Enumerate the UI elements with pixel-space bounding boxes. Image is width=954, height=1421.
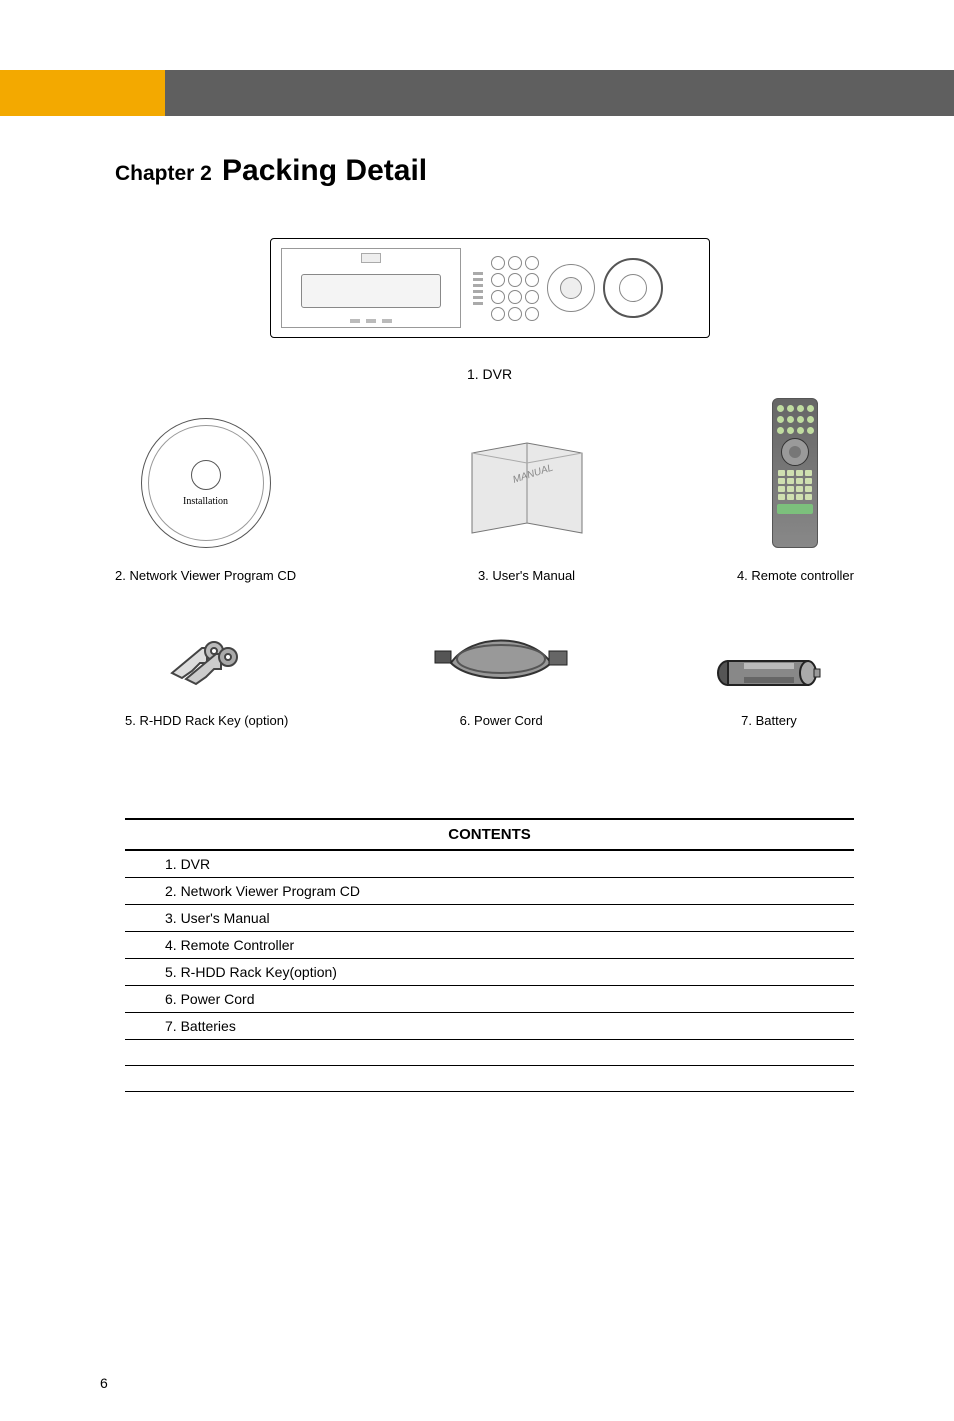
- dvr-illustration: [270, 238, 710, 338]
- cord-label: 6. Power Cord: [460, 713, 543, 728]
- battery-illustration: [714, 653, 824, 693]
- header-gold-block: [0, 70, 165, 116]
- contents-table: CONTENTS 1. DVR 2. Network Viewer Progra…: [125, 818, 854, 1092]
- contents-row: 6. Power Cord: [125, 986, 854, 1013]
- chapter-title-text: Packing Detail: [222, 154, 427, 187]
- chapter-heading: Chapter 2 Packing Detail: [115, 154, 864, 188]
- keys-item: 5. R-HDD Rack Key (option): [125, 633, 288, 728]
- cd-item: Installation 2. Network Viewer Program C…: [115, 418, 296, 583]
- manual-label: 3. User's Manual: [478, 568, 575, 583]
- keys-illustration: [162, 633, 252, 693]
- chapter-label: Chapter 2: [115, 162, 212, 185]
- battery-item: 7. Battery: [714, 653, 824, 728]
- header-bar: [0, 70, 954, 116]
- contents-row: 4. Remote Controller: [125, 932, 854, 959]
- dvr-jog-dial: [547, 264, 595, 312]
- cd-text: Installation: [183, 496, 228, 507]
- contents-row: 2. Network Viewer Program CD: [125, 878, 854, 905]
- header-gray-block: [165, 70, 954, 116]
- dvr-left-panel: [281, 248, 461, 328]
- contents-row: 3. User's Manual: [125, 905, 854, 932]
- cd-label: 2. Network Viewer Program CD: [115, 568, 296, 583]
- battery-label: 7. Battery: [741, 713, 797, 728]
- contents-row: 5. R-HDD Rack Key(option): [125, 959, 854, 986]
- manual-item: MANUAL 3. User's Manual: [462, 428, 592, 583]
- remote-label: 4. Remote controller: [737, 568, 854, 583]
- dvr-indicator-column: [473, 272, 483, 305]
- contents-row: 7. Batteries: [125, 1013, 854, 1040]
- contents-row-blank: [125, 1040, 854, 1066]
- remote-illustration: [772, 398, 818, 548]
- contents-row-blank: [125, 1066, 854, 1092]
- dvr-shuttle-wheel: [603, 258, 663, 318]
- page-number: 6: [100, 1375, 108, 1391]
- contents-header: CONTENTS: [125, 820, 854, 851]
- dvr-button-grid: [491, 256, 539, 321]
- contents-row: 1. DVR: [125, 851, 854, 878]
- cord-item: 6. Power Cord: [431, 623, 571, 728]
- cord-illustration: [431, 623, 571, 693]
- cd-illustration: Installation: [141, 418, 271, 548]
- manual-illustration: MANUAL: [462, 428, 592, 548]
- remote-item: 4. Remote controller: [737, 398, 854, 583]
- keys-label: 5. R-HDD Rack Key (option): [125, 713, 288, 728]
- dvr-label: 1. DVR: [115, 366, 864, 382]
